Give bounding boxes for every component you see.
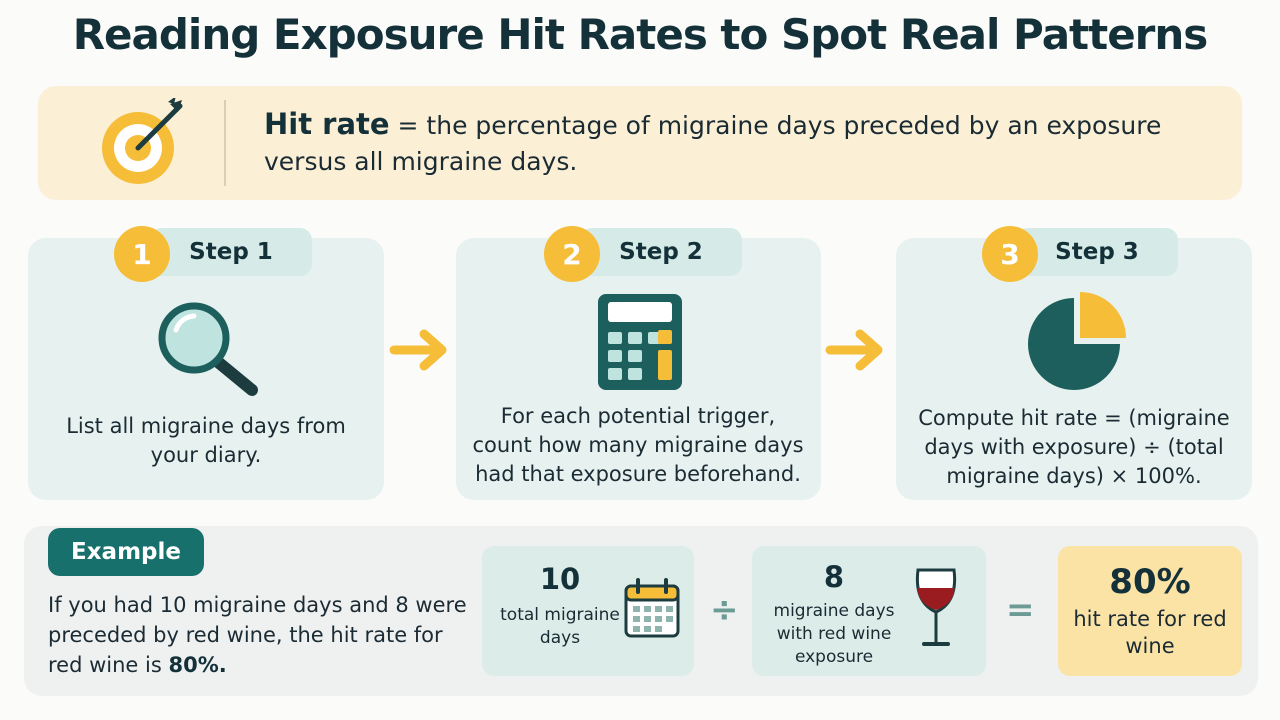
step-3-number: 3 <box>982 226 1038 282</box>
banner-divider <box>224 100 226 186</box>
divide-symbol: ÷ <box>710 590 739 630</box>
hit-rate-definition: Hit rate = the percentage of migraine da… <box>264 106 1184 180</box>
arrow-right-icon <box>825 329 883 371</box>
example-text: If you had 10 migraine days and 8 were p… <box>48 590 468 680</box>
step-2-number: 2 <box>544 226 600 282</box>
example-text-main: If you had 10 migraine days and 8 were p… <box>48 593 467 677</box>
total-days-box: 10 total migraine days <box>482 546 694 676</box>
pie-chart-icon <box>1028 292 1126 390</box>
step-1-label: Step 1 <box>150 228 312 276</box>
step-1-text: List all migraine days from your diary. <box>66 414 346 467</box>
total-days-label: total migraine days <box>500 605 620 648</box>
target-arrow-icon <box>102 98 183 184</box>
arrow-right-icon <box>389 329 447 371</box>
step-1-number: 1 <box>114 226 170 282</box>
definition-term: Hit rate <box>264 107 390 141</box>
calculator-icon <box>598 294 682 390</box>
equals-symbol: = <box>1006 590 1035 630</box>
step-2-label: Step 2 <box>580 228 742 276</box>
result-box: 80% hit rate for red wine <box>1058 546 1242 676</box>
total-days-value: 10 <box>539 562 581 596</box>
exposed-days-box: 8 migraine days with red wine exposure <box>752 546 986 676</box>
step-2-text: For each potential trigger, count how ma… <box>472 404 804 486</box>
magnifying-glass-icon <box>158 302 258 396</box>
example-text-bold: 80%. <box>168 653 227 677</box>
calendar-icon <box>624 578 680 638</box>
exposed-days-label: migraine days with red wine exposure <box>773 601 895 667</box>
wine-glass-icon <box>915 568 957 646</box>
definition-banner: Hit rate = the percentage of migraine da… <box>38 86 1242 200</box>
step-3-label: Step 3 <box>1016 228 1178 276</box>
result-value: 80% <box>1109 562 1191 602</box>
step-3-text: Compute hit rate = (migraine days with e… <box>918 406 1230 488</box>
page-title: Reading Exposure Hit Rates to Spot Real … <box>72 10 1209 59</box>
exposed-days-value: 8 <box>823 560 845 594</box>
result-label: hit rate for red wine <box>1073 607 1227 658</box>
definition-text: = the percentage of migraine days preced… <box>264 111 1162 176</box>
example-tag: Example <box>48 528 204 576</box>
